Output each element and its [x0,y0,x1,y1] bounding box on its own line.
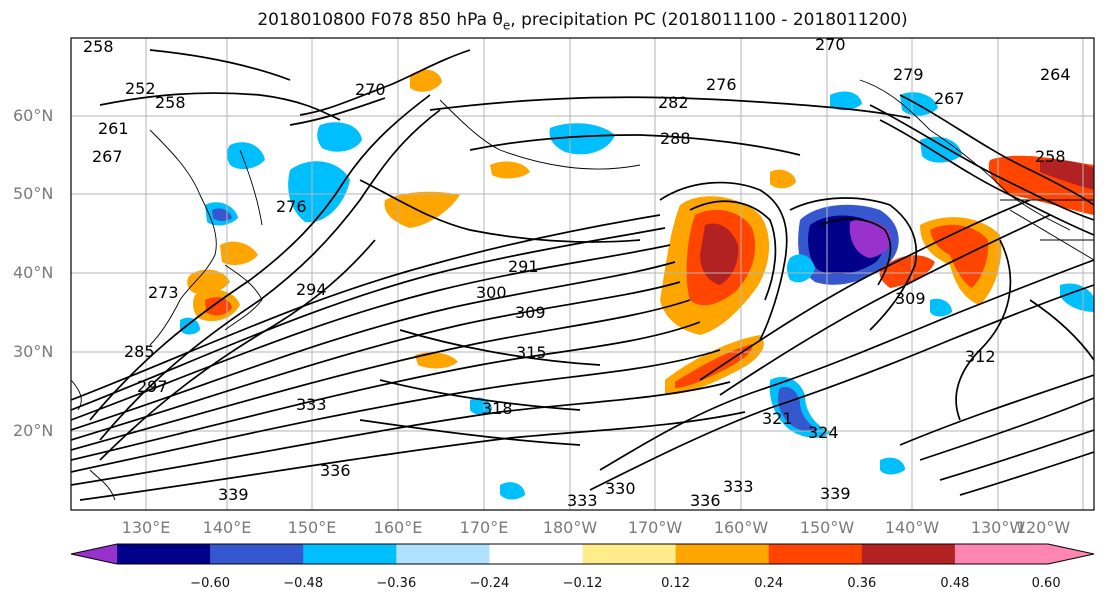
colorbar-box [396,544,490,564]
contour-label: 288 [660,129,691,148]
contour-label: 270 [815,35,846,54]
lat-label-50: 50°N [13,184,54,203]
lon-label-150e: 150°E [287,518,337,537]
lat-label-20: 20°N [13,421,54,440]
lon-label-170w: 170°W [627,518,683,537]
colorbar-outline [70,543,1095,565]
colorbar-extension-high [1048,544,1094,564]
title-subscript: e [502,18,511,33]
lon-label-160w: 160°W [713,518,769,537]
contour-label: 270 [355,80,386,99]
contour-label: 297 [137,377,168,396]
contour-label: 258 [1035,147,1066,166]
map-title: 2018010800 F078 850 hPa θe, precipitatio… [0,10,1105,32]
lon-label-140e: 140°E [202,518,252,537]
lon-label-130e: 130°E [121,518,171,537]
lon-label-180w: 180°W [542,518,598,537]
colorbar-tick-label: −0.12 [562,576,603,591]
contour-label: 330 [605,479,636,498]
contour-label: 315 [516,343,547,362]
contour-label: 321 [762,409,793,428]
contour-label: 312 [965,347,996,366]
colorbar-tick-label: 0.60 [1031,576,1061,591]
contour-label: 300 [476,283,507,302]
contour-label: 276 [276,197,307,216]
precip-shading [180,69,1094,500]
contour-label: 252 [125,79,156,98]
theta-e-contours [71,49,1094,501]
colorbar-extension-low [71,544,117,564]
title-suffix: , precipitation PC (2018011100 - 2018011… [510,10,908,30]
colorbar-box [675,544,770,564]
contour-label: 339 [820,484,851,503]
contour-label: 324 [808,423,839,442]
lon-label-150w: 150°W [799,518,855,537]
lat-label-30: 30°N [13,342,54,361]
colorbar-tick-label: −0.60 [190,576,231,591]
lon-label-130w: 130°W [970,518,1026,537]
colorbar-tick-label: 0.48 [940,576,970,591]
lat-label-60: 60°N [13,106,54,125]
contour-label: 267 [934,89,965,108]
contour-label: 264 [1040,65,1071,84]
title-prefix: 2018010800 F078 850 hPa [257,10,493,30]
colorbar-box [489,544,583,564]
contour-label: 333 [296,395,327,414]
contour-label: 309 [515,303,546,322]
colorbar-box [117,544,211,564]
colorbar-tick-label: 0.12 [661,576,691,591]
graticule [71,38,1094,510]
title-symbol: θ [492,10,503,30]
colorbar-tick-label: −0.48 [283,576,324,591]
colorbar-box [210,544,304,564]
contour-label: 282 [658,93,689,112]
lon-label-120w: 120°W [1015,518,1071,537]
contour-label: 258 [83,37,114,56]
colorbar [70,543,1095,565]
contour-label: 333 [567,491,598,510]
contour-label: 333 [723,477,754,496]
contour-label: 336 [690,491,721,510]
contour-label: 285 [124,342,155,361]
colorbar-box [768,544,863,564]
contour-labels: 258 252 258 261 267 276 270 282 288 291 … [83,35,1071,510]
contour-label: 339 [218,485,249,504]
colorbar-tick-label: −0.36 [376,576,417,591]
contour-label: 294 [296,280,327,299]
colorbar-box [954,544,1049,564]
lon-label-140w: 140°W [884,518,940,537]
colorbar-tick-label: 0.24 [754,576,784,591]
colorbar-tick-label: −0.24 [469,576,510,591]
map-frame [70,37,1095,511]
colorbar-box [303,544,397,564]
contour-label: 276 [706,75,737,94]
lon-label-170e: 170°E [459,518,509,537]
contour-label: 279 [893,65,924,84]
contour-label: 267 [92,147,123,166]
contour-label: 291 [508,257,539,276]
contour-label: 273 [148,283,179,302]
contour-label: 318 [482,399,513,418]
lat-label-40: 40°N [13,263,54,282]
contour-label: 258 [155,93,186,112]
lon-label-160e: 160°E [373,518,423,537]
contour-label: 336 [320,461,351,480]
contour-label: 261 [98,119,129,138]
colorbar-tick-label: 0.36 [847,576,877,591]
colorbar-box [582,544,677,564]
colorbar-box [861,544,956,564]
map-content: 258 252 258 261 267 276 270 282 288 291 … [71,35,1094,510]
contour-label: 309 [895,289,926,308]
